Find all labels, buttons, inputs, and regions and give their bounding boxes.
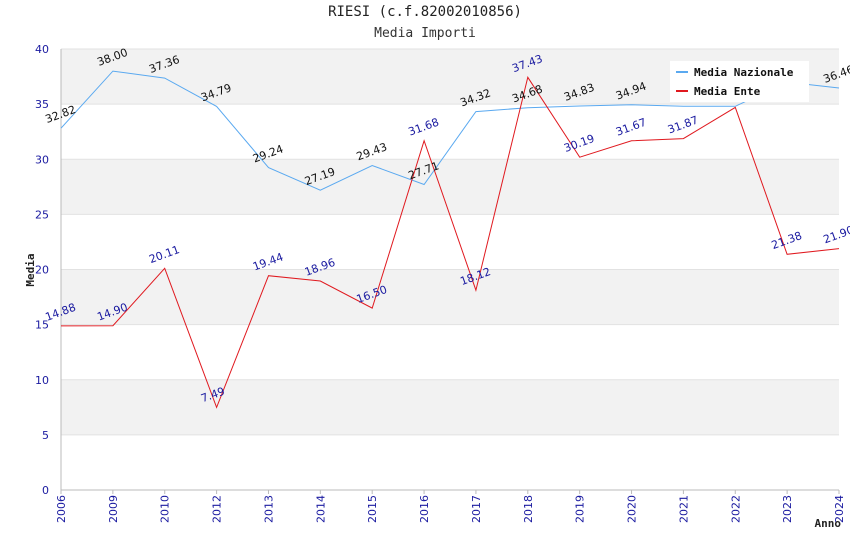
series-lines	[60, 70, 840, 409]
y-axis-label: Media	[24, 253, 37, 286]
legend: Media Nazionale Media Ente	[670, 61, 809, 102]
x-tick-label: 2015	[366, 495, 379, 523]
x-tick-label: 2020	[626, 495, 639, 523]
grid-bands	[61, 49, 839, 490]
x-tick-label: 2012	[211, 495, 224, 523]
series-line-media-nazionale	[60, 70, 840, 191]
grid-band	[61, 434, 839, 490]
x-tick-label: 2019	[574, 495, 587, 523]
chart-subtitle: Media Importi	[374, 26, 476, 41]
legend-box	[670, 61, 809, 102]
x-tick-label: 2006	[55, 495, 68, 523]
grid-band	[61, 214, 839, 270]
y-tick-label: 35	[35, 98, 49, 111]
y-tick-label: 30	[35, 153, 49, 166]
grid-band	[61, 269, 839, 325]
x-tick-label: 2017	[470, 495, 483, 523]
grid-band	[61, 104, 839, 160]
chart-title: RIESI (c.f.82002010856)	[328, 4, 522, 20]
y-tick-label: 20	[35, 264, 49, 277]
grid-band	[61, 379, 839, 435]
grid-band	[61, 324, 839, 380]
legend-label-media-nazionale: Media Nazionale	[694, 66, 794, 79]
x-tick-label: 2021	[677, 495, 690, 523]
series-line-media-ente	[60, 76, 840, 409]
x-tick-label: 2024	[833, 495, 846, 523]
x-tick-label: 2010	[159, 495, 172, 523]
x-tick-label: 2016	[418, 495, 431, 523]
y-tick-label: 0	[42, 484, 49, 497]
y-tick-label: 10	[35, 374, 49, 387]
grid-lines	[61, 48, 839, 491]
x-tick-label: 2018	[522, 495, 535, 523]
x-tick-label: 2013	[262, 495, 275, 523]
x-tick-label: 2009	[107, 495, 120, 523]
y-tick-label: 25	[35, 208, 49, 221]
x-axis-label: Anno	[815, 517, 842, 530]
y-tick-label: 15	[35, 319, 49, 332]
y-tick-label: 5	[42, 429, 49, 442]
x-tick-label: 2023	[781, 495, 794, 523]
grid-band	[61, 159, 839, 215]
axes	[60, 49, 840, 494]
tick-labels: 0 5 10 15 20 25 30 35 40 2006 2009 2010 2012 2013 2014…	[35, 43, 846, 523]
x-tick-label: 2014	[314, 495, 327, 523]
x-tick-label: 2022	[729, 495, 742, 523]
legend-label-media-ente: Media Ente	[694, 85, 761, 98]
y-tick-label: 40	[35, 43, 49, 56]
